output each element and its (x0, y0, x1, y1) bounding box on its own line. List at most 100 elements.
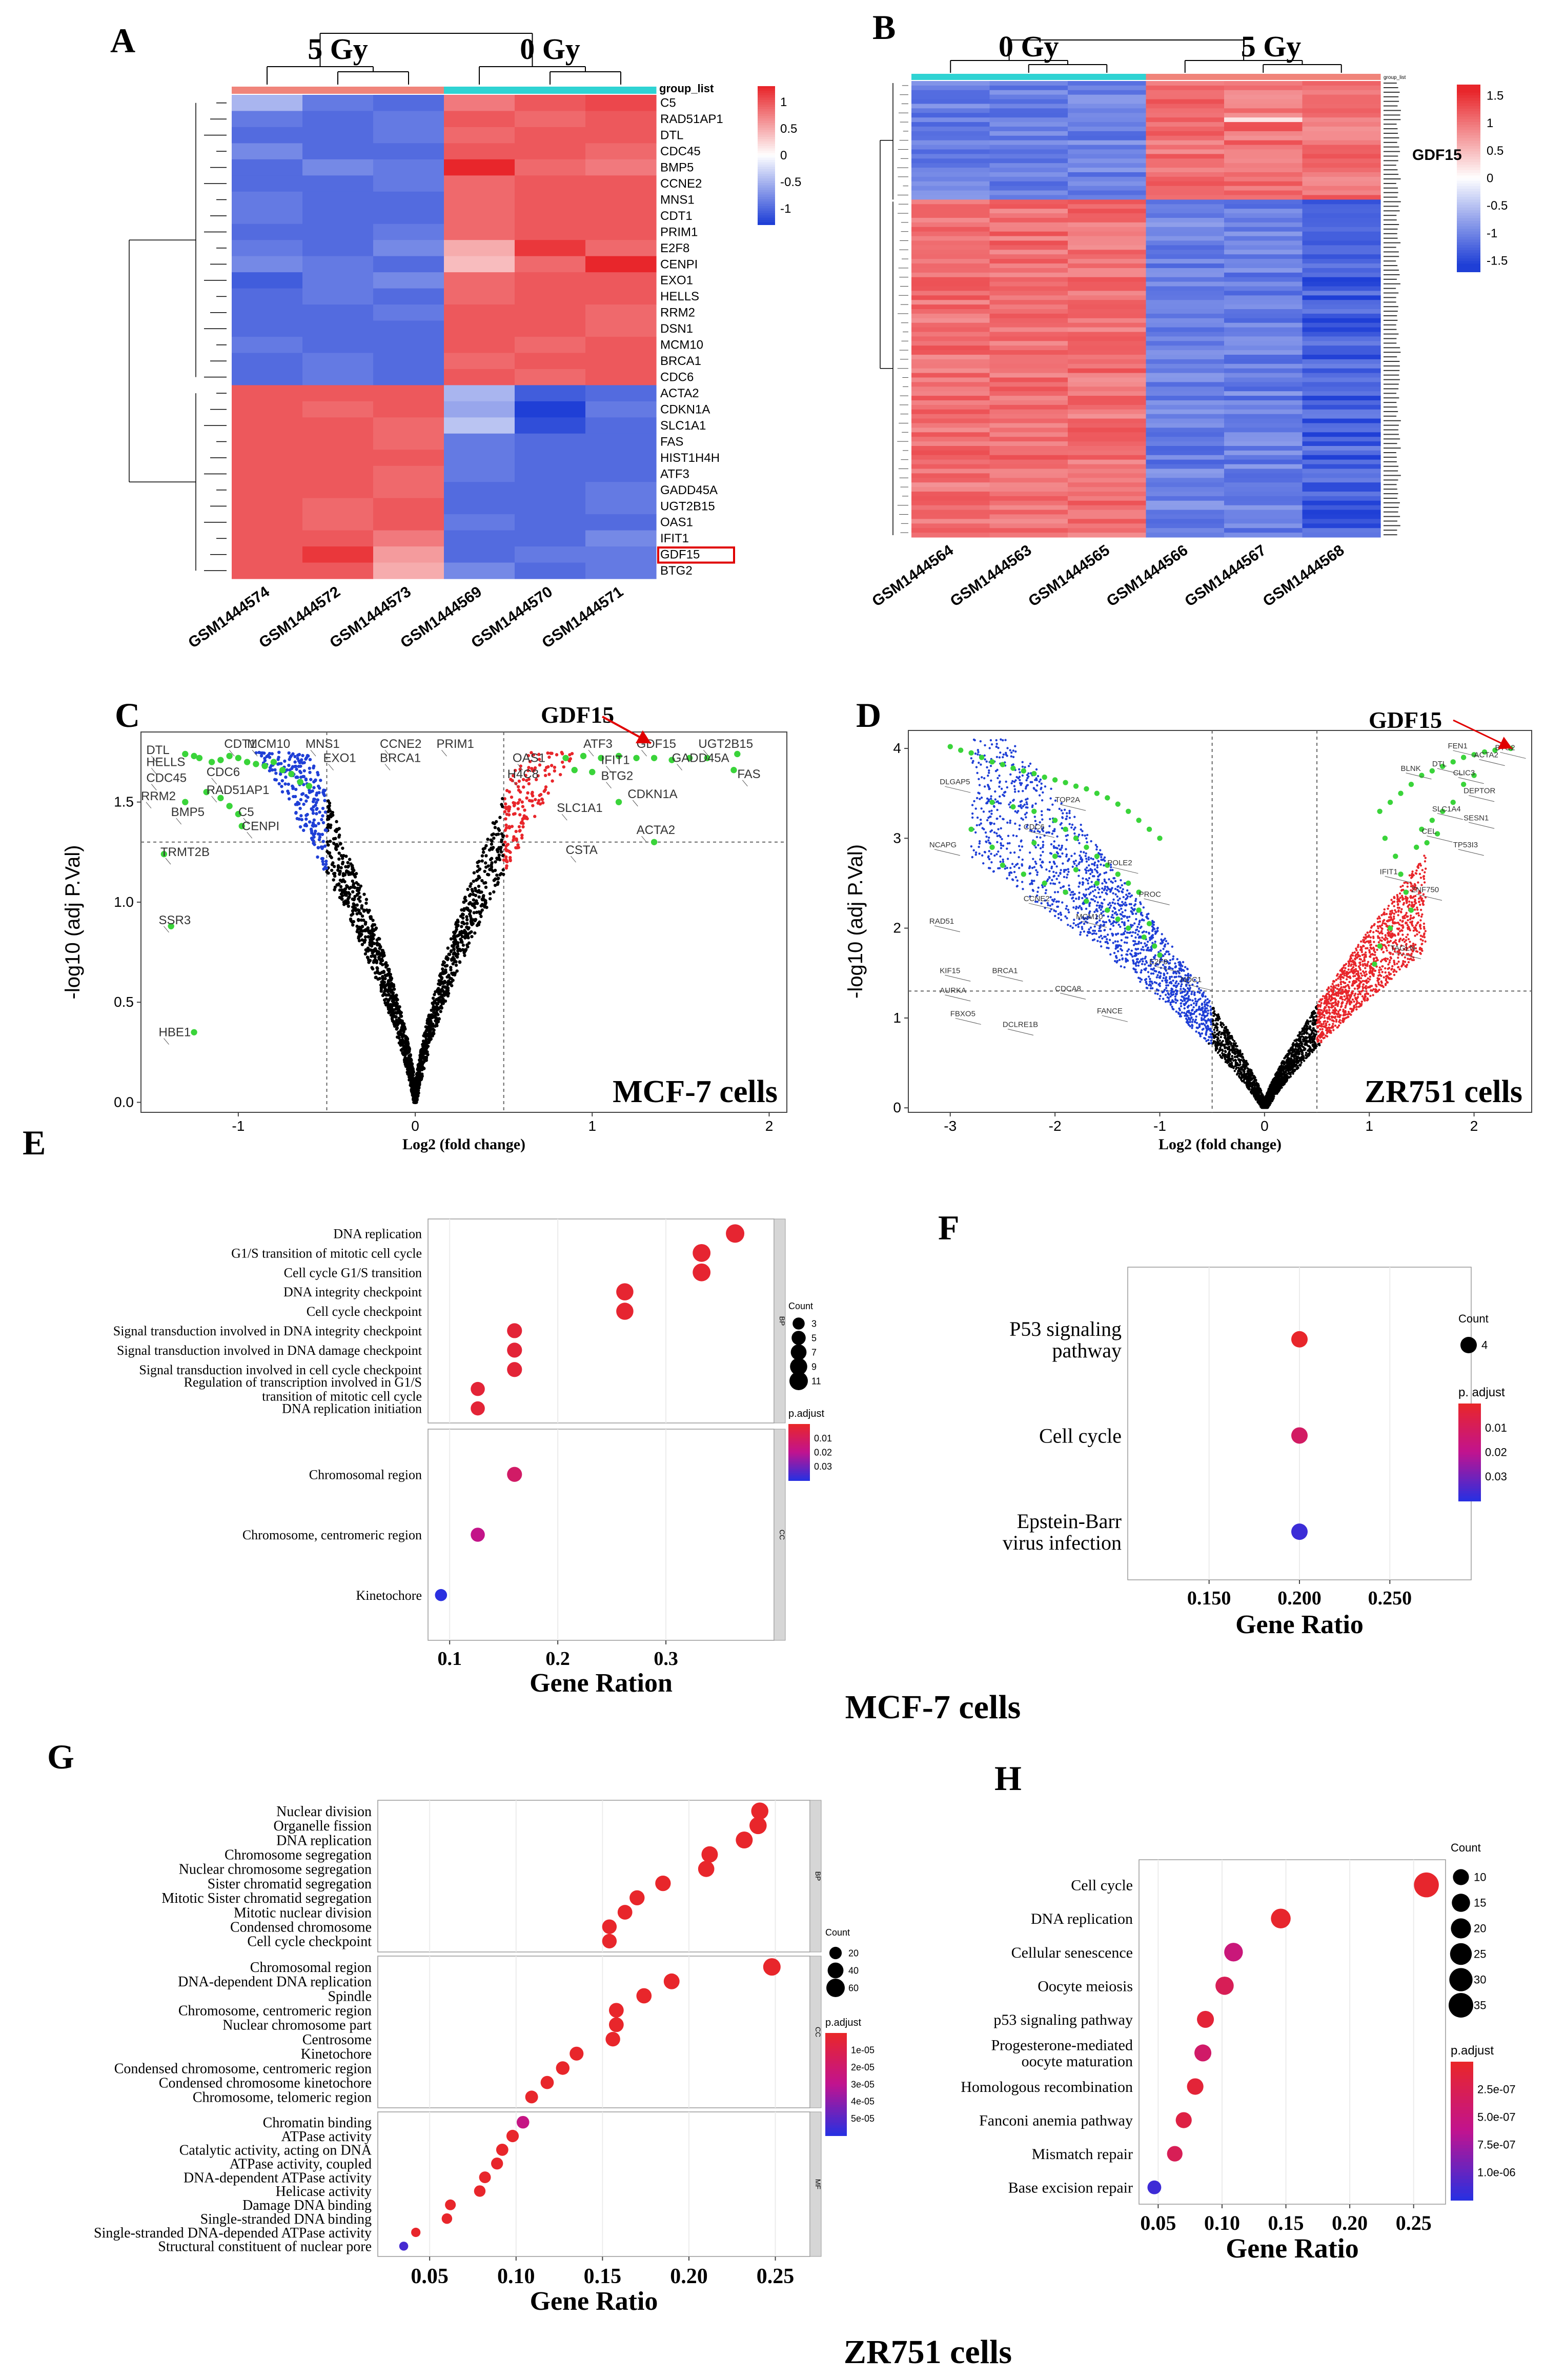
heatmap-cell (911, 195, 990, 200)
data-point (386, 990, 390, 993)
gene-label: CDT1 (224, 737, 256, 751)
gene-label-tick (1384, 196, 1398, 198)
colorbar-segment (758, 125, 775, 128)
heatmap-cell (989, 313, 1068, 319)
data-point (318, 810, 321, 814)
data-point (1077, 906, 1080, 909)
data-point (484, 861, 487, 865)
heatmap-cell (232, 223, 303, 240)
data-point (1109, 863, 1112, 866)
heatmap-cell (989, 368, 1068, 374)
data-point (344, 855, 348, 858)
data-point (328, 840, 332, 843)
data-point (381, 993, 385, 998)
heatmap-cell (1224, 482, 1303, 487)
data-point (358, 925, 361, 929)
significant-point (270, 759, 277, 765)
data-point (1121, 954, 1123, 957)
data-point (488, 897, 492, 901)
heatmap-cell (1302, 300, 1381, 305)
heatmap-cell (911, 281, 990, 287)
heatmap-cell (1068, 90, 1147, 95)
heatmap-cell (1146, 523, 1225, 528)
gene-label: BMP5 (171, 805, 205, 819)
heatmap-cell (1068, 85, 1147, 91)
data-point (390, 1009, 394, 1013)
heatmap-cell (911, 291, 990, 296)
heatmap-cell (1068, 154, 1147, 159)
gene-label: CCNE2 (660, 177, 702, 191)
heatmap-cell (1224, 492, 1303, 497)
heatmap-cell (911, 309, 990, 314)
data-point (312, 766, 315, 770)
data-point (1372, 958, 1375, 961)
colorbar-segment (1457, 210, 1480, 214)
data-point (1025, 811, 1028, 814)
heatmap-cell (1302, 313, 1381, 319)
heatmap-cell (1146, 313, 1225, 319)
colorbar-segment (1457, 165, 1480, 168)
colorbar-segment (1457, 173, 1480, 176)
data-point (431, 1013, 434, 1017)
heatmap-cell (1224, 168, 1303, 173)
colorbar-segment (1457, 261, 1480, 265)
group-strip-cell (1224, 74, 1303, 80)
data-point (480, 854, 484, 858)
heatmap-cell (911, 108, 990, 113)
heatmap-cell (1224, 90, 1303, 95)
data-point (469, 920, 473, 924)
data-point (1412, 942, 1415, 945)
data-point (1111, 901, 1114, 904)
data-point (403, 1026, 406, 1029)
y-tick-label: 1.0 (114, 894, 134, 910)
heatmap-cell (585, 159, 657, 176)
heatmap-cell (1068, 222, 1147, 228)
data-point (492, 836, 496, 840)
data-point (498, 858, 502, 862)
gene-label: HELLS (146, 755, 185, 769)
data-point (417, 1070, 421, 1074)
heatmap-cell (585, 208, 657, 225)
heatmap-cell (1068, 218, 1147, 223)
label-connector (606, 782, 612, 789)
heatmap-cell (989, 295, 1068, 300)
heatmap-cell (1224, 199, 1303, 205)
data-point (446, 994, 450, 998)
heatmap-cell (989, 199, 1068, 205)
heatmap-cell (1224, 313, 1303, 319)
data-point (277, 750, 281, 754)
data-point (1339, 974, 1343, 977)
data-point (460, 908, 463, 912)
data-point (289, 756, 292, 759)
data-point (343, 893, 347, 897)
heatmap-cell (444, 304, 515, 321)
heatmap-cell (1146, 492, 1225, 497)
heatmap-cell (515, 288, 586, 305)
x-tick-label: -1 (232, 1118, 245, 1134)
heatmap-cell (911, 482, 990, 487)
gene-label-tick (1384, 365, 1400, 367)
heatmap-cell (1068, 496, 1147, 501)
colorbar-segment (758, 153, 775, 156)
data-point (490, 839, 494, 843)
label-connector (571, 856, 576, 863)
data-point (424, 1038, 428, 1041)
data-point (1150, 946, 1152, 948)
colorbar-segment (758, 204, 775, 207)
data-point (504, 826, 509, 830)
data-point (454, 929, 458, 933)
data-point (472, 911, 476, 914)
data-point (352, 882, 356, 886)
data-point (1090, 840, 1092, 843)
heatmap-cell (911, 432, 990, 437)
heatmap-cell (1068, 464, 1147, 470)
colorbar-segment (1457, 258, 1480, 262)
gene-label-tick (1384, 210, 1400, 212)
data-point (351, 879, 354, 883)
data-point (409, 1076, 412, 1080)
heatmap-cell (1146, 240, 1225, 246)
data-point (978, 784, 981, 786)
gene-label: OAS1 (660, 516, 693, 530)
heatmap-cell (585, 546, 657, 563)
